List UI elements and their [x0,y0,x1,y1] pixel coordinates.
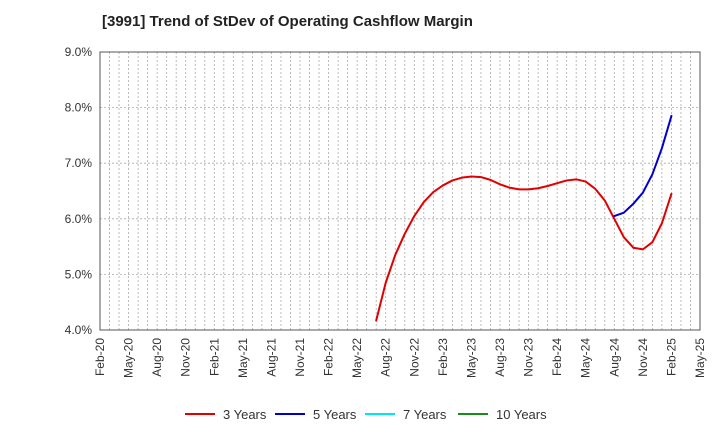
legend-label: 3 Years [223,407,267,422]
x-tick-label: Feb-22 [322,338,336,376]
x-tick-label: Aug-20 [150,338,164,377]
x-tick-label: Nov-20 [179,338,193,377]
y-tick-label: 9.0% [65,45,93,59]
x-tick-label: Aug-22 [379,338,393,377]
x-tick-label: Feb-20 [93,338,107,376]
legend-label: 10 Years [496,407,547,422]
plot-frame [99,51,701,331]
x-tick-label: May-21 [236,338,250,378]
x-tick-label: May-22 [350,338,364,378]
series-line-3-years [375,175,673,322]
legend-label: 7 Years [403,407,447,422]
y-tick-label: 6.0% [65,212,93,226]
y-axis-ticks: 4.0% 5.0% 6.0% 7.0% 8.0% 9.0% [65,45,93,337]
x-tick-label: Nov-21 [293,338,307,377]
x-tick-label: Aug-21 [264,338,278,377]
x-tick-label: Feb-25 [664,338,678,376]
x-tick-label: Nov-23 [522,338,536,377]
y-tick-label: 8.0% [65,101,93,115]
chart-title: [3991] Trend of StDev of Operating Cashf… [102,13,473,30]
x-tick-label: Aug-24 [607,338,621,377]
x-tick-label: Feb-21 [207,338,221,376]
x-tick-label: Feb-24 [550,338,564,376]
series-line-5-years [613,114,673,218]
x-axis-ticks: Feb-20 May-20 Aug-20 Nov-20 Feb-21 May-21 Aug-… [93,338,707,378]
x-tick-label: May-25 [693,338,707,378]
x-tick-label: May-24 [579,338,593,378]
y-tick-label: 7.0% [65,156,93,170]
series-layer [375,114,673,322]
x-tick-label: Nov-24 [636,338,650,377]
x-tick-label: Aug-23 [493,338,507,377]
grid-layer [100,52,700,330]
x-tick-label: May-23 [464,338,478,378]
legend: 3 Years 5 Years 7 Years 10 Years [185,407,547,422]
x-tick-label: Nov-22 [407,338,421,377]
y-tick-label: 4.0% [65,323,93,337]
x-tick-label: Feb-23 [436,338,450,376]
x-tick-label: May-20 [122,338,136,378]
legend-label: 5 Years [313,407,357,422]
y-tick-label: 5.0% [65,267,93,281]
